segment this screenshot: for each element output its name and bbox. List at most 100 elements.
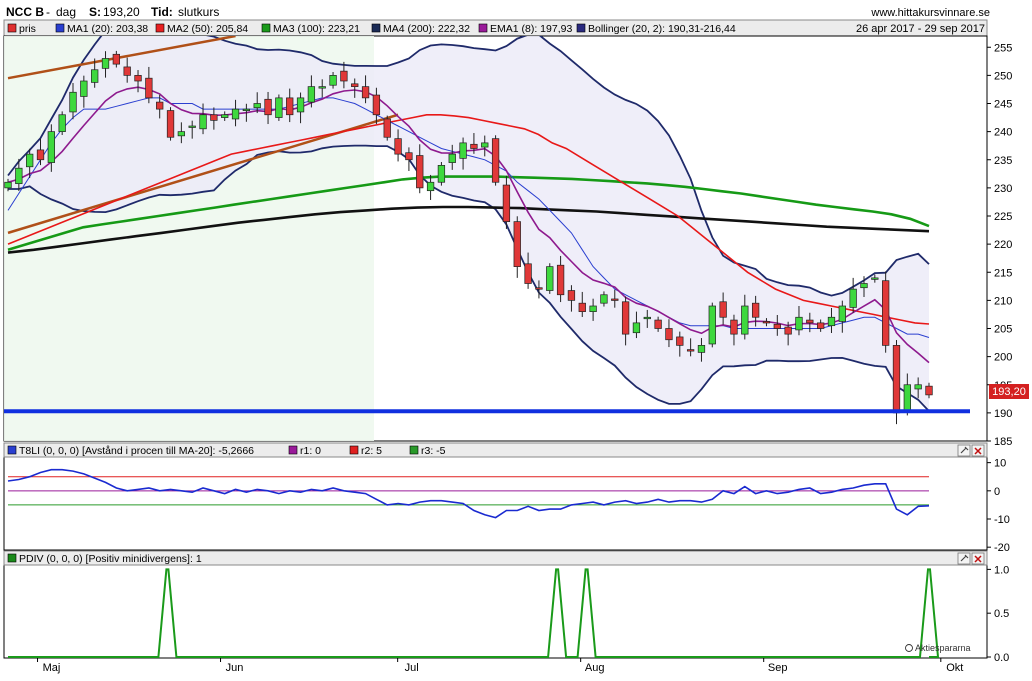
candle <box>253 92 261 114</box>
copyright-icon <box>905 644 913 652</box>
candle <box>578 291 586 317</box>
candle <box>296 92 305 124</box>
candle <box>502 175 511 229</box>
pdiv-legend <box>3 550 988 566</box>
candle <box>416 144 424 194</box>
candle <box>762 318 771 327</box>
pdiv-panel <box>3 550 988 659</box>
r3-swatch <box>409 445 419 455</box>
candle <box>665 319 673 348</box>
candle <box>340 61 348 89</box>
candle <box>914 377 922 399</box>
candle <box>556 255 565 303</box>
candle <box>459 137 467 170</box>
price-tick-label: 200 <box>994 352 1012 364</box>
x-tick-label: Aug <box>585 662 605 674</box>
oscillator-panel <box>3 442 988 551</box>
candle <box>156 94 164 119</box>
oscillator-tick-label: -10 <box>994 514 1010 526</box>
oscillator-tick-label: -20 <box>994 542 1010 554</box>
legend-swatch-pris <box>7 23 17 33</box>
price-tick-label: 250 <box>994 70 1012 82</box>
pdiv-tick-label: 0.0 <box>994 652 1009 664</box>
trendline-upper <box>7 36 236 80</box>
candle <box>513 216 521 278</box>
candle <box>535 280 543 299</box>
candle <box>849 277 857 313</box>
candle <box>741 294 749 340</box>
period: dag <box>56 5 76 19</box>
oscillator-title: T8LI (0, 0, 0) [Avstånd i procen till MA… <box>19 445 254 457</box>
pdiv-settings-button[interactable] <box>957 552 971 565</box>
candle <box>112 50 121 68</box>
oscillator-settings-button[interactable] <box>957 444 971 457</box>
chart-header: NCC B - dag S: 193,20 Tid: slutkurs www.… <box>6 5 990 19</box>
candle <box>589 298 597 321</box>
pdiv-tick-label: 1.0 <box>994 564 1009 576</box>
candle <box>199 103 207 135</box>
candle <box>101 51 110 78</box>
legend-swatch-ma3 <box>261 23 271 33</box>
candle <box>91 58 99 88</box>
candle <box>871 274 879 283</box>
candle <box>69 82 77 120</box>
candle <box>318 79 326 98</box>
oscillator-swatch <box>7 445 17 455</box>
price-tick-label: 245 <box>994 99 1012 111</box>
candle <box>708 302 716 348</box>
s-label: S: <box>89 5 101 19</box>
candle <box>806 312 814 333</box>
pdiv-line <box>8 568 940 658</box>
legend: pris MA1 (20): 203,38 MA2 (50): 205,84 MA3 … <box>7 23 736 35</box>
price-tick-label: 190 <box>994 408 1012 420</box>
legend-swatch-ema1 <box>478 23 488 33</box>
candle <box>730 314 738 346</box>
candle <box>795 306 803 336</box>
candle <box>470 133 478 154</box>
bollinger-upper-line <box>7 36 930 297</box>
candle <box>632 311 641 339</box>
price-tick-label: 240 <box>994 127 1012 139</box>
ma2-line <box>7 114 930 325</box>
candle <box>719 292 727 325</box>
r3-label: r3: -5 <box>421 445 446 457</box>
candle <box>221 111 229 121</box>
candle <box>654 316 662 332</box>
ticker: NCC B <box>6 5 44 19</box>
candle <box>882 271 890 353</box>
legend-item-bollinger-20-2: Bollinger (20, 2): 190,31-216,44 <box>588 23 736 35</box>
x-tick-label: Maj <box>43 662 61 674</box>
price-tick-label: 225 <box>994 211 1012 223</box>
legend-item-ma1-20: MA1 (20): 203,38 <box>67 23 148 35</box>
pdiv-axis: 0.0 0.5 1.0 <box>987 564 1009 664</box>
candle <box>80 75 88 108</box>
oscillator-close-button[interactable] <box>971 444 985 457</box>
trendline-lower <box>7 113 399 235</box>
watermark-label: Aktiespararna <box>915 643 971 653</box>
candle <box>177 122 186 144</box>
price-tick-label: 255 <box>994 42 1012 54</box>
candle <box>481 135 489 157</box>
close-icon <box>974 447 982 455</box>
candle <box>275 94 283 121</box>
oscillator-legend <box>3 442 988 458</box>
candle <box>567 285 576 312</box>
x-tick-label: Jul <box>405 662 419 674</box>
pdiv-tick-label: 0.5 <box>994 608 1009 620</box>
candle <box>383 115 391 141</box>
candle <box>448 144 456 170</box>
candle <box>123 57 131 83</box>
pdiv-swatch <box>7 553 17 563</box>
candle <box>838 300 846 333</box>
price-tick-label: 215 <box>994 267 1012 279</box>
candle <box>372 87 381 125</box>
site-url: www.hittakursvinnare.se <box>870 7 990 19</box>
r1-swatch <box>288 445 298 455</box>
legend-item-ema1-8: EMA1 (8): 197,93 <box>490 23 572 35</box>
r2-label: r2: 5 <box>361 445 382 457</box>
price-tick-label: 205 <box>994 324 1012 336</box>
candle <box>491 135 500 186</box>
pdiv-close-button[interactable] <box>971 552 985 565</box>
candle <box>166 107 175 141</box>
